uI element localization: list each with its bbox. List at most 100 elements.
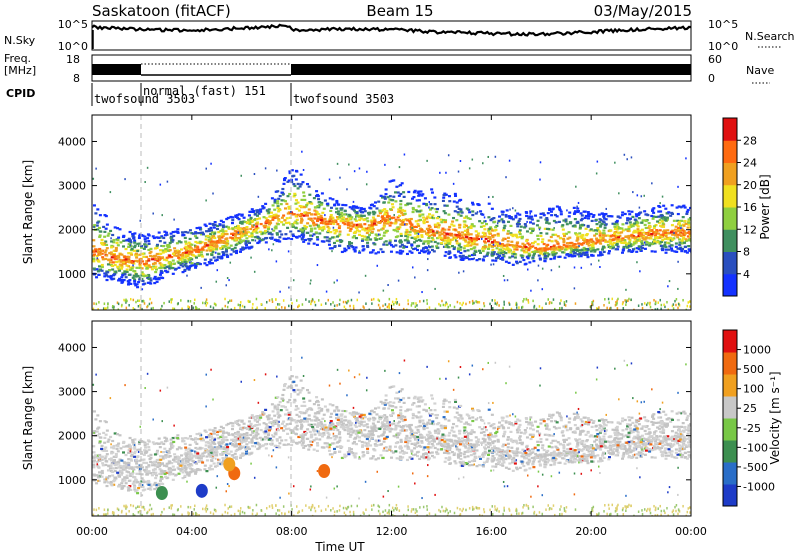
power-echo (526, 257, 530, 260)
power-echo (597, 213, 601, 216)
power-echo (109, 275, 113, 278)
power-ground-scatter (471, 299, 474, 303)
power-echo (682, 204, 686, 207)
velocity-echo (664, 447, 668, 450)
power-echo (122, 234, 126, 237)
power-echo (240, 213, 244, 216)
power-echo (191, 264, 195, 267)
velocity-echo (598, 440, 602, 443)
power-echo (309, 213, 313, 216)
power-echo (106, 234, 110, 237)
power-echo (378, 233, 382, 236)
power-echo (219, 229, 223, 232)
power-echo (222, 230, 226, 233)
power-echo (157, 256, 161, 259)
velocity-echo (409, 434, 413, 437)
velocity-echo (451, 426, 455, 429)
power-echo (154, 265, 158, 268)
velocity-echo (469, 431, 473, 434)
power-echo (98, 235, 102, 239)
power-ground-scatter (338, 303, 341, 306)
power-echo (408, 250, 412, 253)
power-echo (661, 247, 665, 250)
power-echo (300, 212, 304, 216)
power-echo (248, 210, 252, 213)
power-echo (155, 252, 159, 256)
power-echo (683, 219, 687, 223)
power-echo (683, 206, 687, 209)
velocity-echo (132, 480, 136, 483)
power-echo (100, 265, 104, 269)
power-echo (138, 276, 142, 279)
power-echo (658, 240, 662, 244)
power-ground-scatter (325, 302, 327, 305)
power-echo (238, 238, 242, 241)
power-echo (431, 230, 435, 233)
power-echo (545, 218, 549, 221)
power-speckle (573, 266, 576, 269)
power-ground-scatter (558, 307, 561, 310)
power-speckle (253, 270, 256, 273)
power-ground-scatter (160, 307, 162, 310)
power-echo (99, 249, 103, 252)
velocity-echo (138, 482, 142, 485)
power-echo (198, 248, 202, 251)
power-echo (231, 219, 235, 222)
power-echo (600, 222, 604, 225)
power-echo (635, 247, 639, 250)
power-speckle (358, 167, 361, 170)
power-echo (404, 232, 408, 236)
power-echo (626, 244, 630, 247)
velocity-echo (501, 459, 505, 462)
velocity-echo (542, 420, 546, 423)
power-echo (219, 247, 223, 250)
power-echo (567, 231, 571, 234)
power-echo (225, 237, 229, 240)
power-ground-scatter (591, 303, 594, 307)
power-echo (175, 242, 179, 245)
power-echo (518, 213, 522, 216)
power-echo (689, 233, 691, 236)
power-echo (273, 199, 277, 203)
power-echo (335, 207, 339, 210)
power-echo (539, 216, 543, 219)
power-echo (304, 213, 308, 216)
velocity-echo (247, 453, 251, 456)
power-echo (641, 237, 645, 240)
power-echo (276, 190, 280, 193)
velocity-echo (625, 428, 629, 431)
power-echo (377, 251, 381, 254)
power-echo (328, 247, 332, 250)
cpid-panel: CPID twofsound 3503 normal (fast) 151 tw… (6, 83, 394, 106)
power-echo (569, 247, 573, 250)
power-ground-scatter (410, 304, 413, 307)
power-echo (488, 227, 492, 230)
power-ground-scatter (372, 297, 375, 301)
power-echo (306, 202, 310, 205)
velocity-echo (100, 458, 104, 461)
velocity-echo (615, 434, 619, 437)
power-ground-scatter (314, 303, 317, 307)
power-echo (314, 206, 318, 209)
power-echo (540, 249, 544, 252)
power-echo (358, 209, 362, 212)
power-echo (273, 216, 277, 220)
power-echo (216, 240, 220, 243)
power-echo (427, 234, 431, 238)
power-echo (380, 210, 384, 213)
power-echo (408, 230, 412, 234)
velocity-echo (122, 445, 126, 448)
power-speckle (439, 171, 441, 174)
power-echo (242, 227, 246, 230)
power-echo (288, 216, 292, 219)
velocity-echo (250, 440, 254, 443)
power-echo (153, 281, 157, 285)
power-ground-scatter (264, 307, 266, 310)
power-echo (273, 226, 277, 229)
power-speckle (677, 185, 679, 188)
power-echo (518, 230, 522, 234)
power-echo (225, 217, 229, 221)
power-echo (510, 217, 514, 220)
power-echo (678, 238, 682, 241)
power-ground-scatter (617, 297, 619, 301)
